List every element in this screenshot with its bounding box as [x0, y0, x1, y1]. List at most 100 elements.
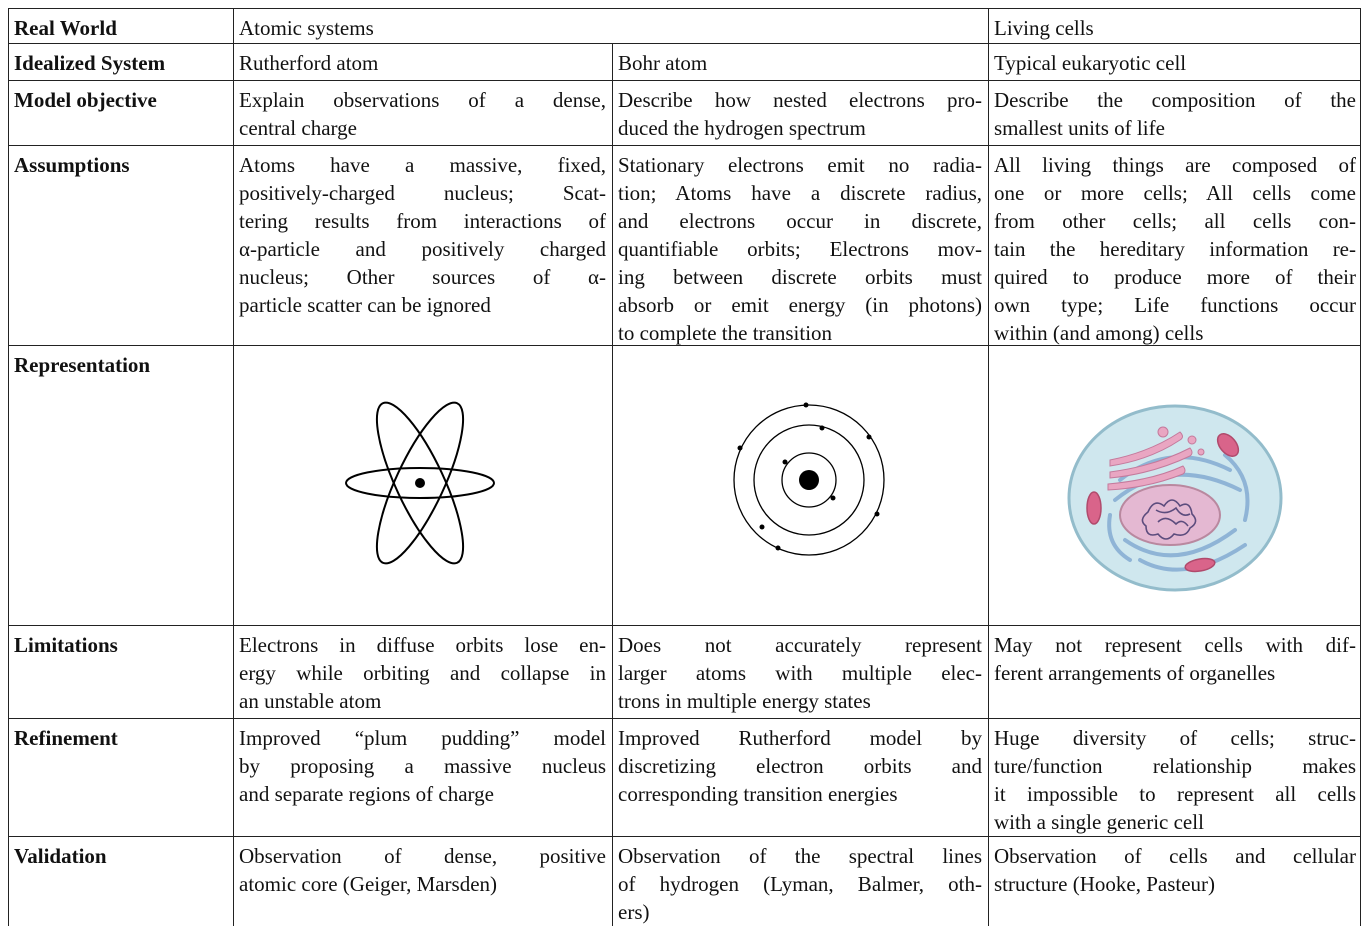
table-cell: Observation of the spectral lines of hydr… — [612, 842, 988, 926]
row-rule — [8, 718, 1360, 719]
row-rule — [8, 345, 1360, 346]
table-cell: All living things are composed of one or … — [988, 151, 1362, 347]
row-header: Refinement — [14, 726, 118, 750]
row-rule — [8, 80, 1360, 81]
cell-text-line: ergy while orbiting and collapse in — [239, 661, 606, 685]
column-rule — [612, 345, 613, 625]
column-rule — [988, 43, 989, 80]
cell-text-line: to complete the transition — [618, 321, 833, 345]
cell-text-line: and separate regions of charge — [239, 782, 494, 806]
cell-text-line: Electrons in diffuse orbits lose en- — [239, 633, 606, 657]
cell-text-line: All living things are composed of — [994, 153, 1356, 177]
column-rule — [233, 836, 234, 926]
table-cell: Improved Rutherford model by discretizing… — [612, 724, 988, 808]
column-rule — [988, 345, 989, 625]
cell-text-line: Atoms have a massive, fixed, — [239, 153, 606, 177]
row-rule — [8, 8, 1360, 9]
column-rule — [233, 80, 234, 145]
table-cell: Stationary electrons emit no radia-tion;… — [612, 151, 988, 347]
row-header: Real World — [14, 16, 117, 40]
cell-text-line: quantifiable orbits; Electrons mov- — [618, 237, 982, 261]
cell-text-line: Describe the composition of the — [994, 88, 1356, 112]
column-rule — [988, 145, 989, 345]
column-rule — [233, 8, 234, 43]
column-rule — [8, 80, 9, 145]
column-rule — [233, 718, 234, 836]
table-cell: Explain observations of a dense, central … — [233, 86, 612, 142]
cell-text-line: own type; Life functions occur — [994, 293, 1356, 317]
cell-text-line: one or more cells; All cells come — [994, 181, 1356, 205]
cell-text-line: with a single generic cell — [994, 810, 1204, 834]
cell-text-line: and electrons occur in discrete, — [618, 209, 982, 233]
table-cell: Rutherford atom — [233, 49, 612, 77]
cell-text-line: Living cells — [994, 16, 1094, 40]
cell-text-line: trons in multiple energy states — [618, 689, 871, 713]
cell-text-line: from other cells; all cells con- — [994, 209, 1356, 233]
table-cell: Describe the composition of the smallest … — [988, 86, 1362, 142]
row-header: Idealized System — [14, 51, 166, 75]
column-rule — [233, 625, 234, 718]
cell-text-line: Stationary electrons emit no radia- — [618, 153, 982, 177]
cell-text-line: Rutherford atom — [239, 51, 379, 75]
column-rule — [233, 345, 234, 625]
column-rule — [1360, 836, 1361, 926]
row-rule — [8, 145, 1360, 146]
bohr-atom — [733, 402, 885, 556]
cell-text-line: Does not accurately represent — [618, 633, 982, 657]
cell-text-line: Explain observations of a dense, — [239, 88, 606, 112]
cell-text-line: quired to produce more of their — [994, 265, 1356, 289]
cell-text-line: ers) — [618, 900, 650, 924]
cell-text-line: Describe how nested electrons pro- — [618, 88, 982, 112]
column-rule — [988, 80, 989, 145]
column-rule — [8, 43, 9, 80]
cell-text-line: by proposing a massive nucleus — [239, 754, 606, 778]
column-rule — [1360, 718, 1361, 836]
table-cell: Living cells — [988, 14, 1362, 42]
table-cell: Observation of dense, positive atomic cor… — [233, 842, 612, 898]
rutherford-atom — [345, 401, 495, 565]
cell-text-line: Bohr atom — [618, 51, 708, 75]
row-rule — [8, 43, 1360, 44]
cell-text-line: within (and among) cells — [994, 321, 1204, 345]
cell-text-line: particle scatter can be ignored — [239, 293, 491, 317]
cell-text-line: ferent arrangements of organelles — [994, 661, 1276, 685]
column-rule — [233, 145, 234, 345]
column-rule — [988, 718, 989, 836]
column-rule — [1360, 8, 1361, 43]
column-rule — [988, 625, 989, 718]
cell-text-line: Typical eukaryotic cell — [994, 51, 1187, 75]
column-rule — [233, 43, 234, 80]
cell-text-line: tain the hereditary information re- — [994, 237, 1356, 261]
cell-text-line: smallest units of life — [994, 116, 1165, 140]
column-rule — [612, 145, 613, 345]
cell-text-line: an unstable atom — [239, 689, 382, 713]
row-header: Model objective — [14, 88, 157, 112]
table-cell: Improved “plum pudding” model by proposin… — [233, 724, 612, 808]
cell-text-line: tion; Atoms have a discrete radius, — [618, 181, 982, 205]
column-rule — [8, 145, 9, 345]
column-rule — [1360, 625, 1361, 718]
cell-text-line: central charge — [239, 116, 357, 140]
table-cell: Observation of cells and cellular structu… — [988, 842, 1362, 898]
table-cell: Describe how nested electrons pro-duced … — [612, 86, 988, 142]
table-cell: Does not accurately represent larger atom… — [612, 631, 988, 715]
column-rule — [8, 8, 9, 43]
table-cell: Atoms have a massive, fixed, positively-c… — [233, 151, 612, 319]
table-cell: Electrons in diffuse orbits lose en-ergy… — [233, 631, 612, 715]
row-rule — [8, 625, 1360, 626]
row-header: Assumptions — [14, 153, 130, 177]
column-rule — [1360, 43, 1361, 80]
eukaryotic-cell — [1067, 404, 1283, 592]
cell-text-line: Improved “plum pudding” model — [239, 726, 606, 750]
cell-text-line: Huge diversity of cells; struc- — [994, 726, 1356, 750]
column-rule — [612, 625, 613, 718]
cell-text-line: positively-charged nucleus; Scat- — [239, 181, 606, 205]
cell-text-line: ture/function relationship makes — [994, 754, 1356, 778]
column-rule — [8, 345, 9, 625]
cell-text-line: structure (Hooke, Pasteur) — [994, 872, 1216, 896]
column-rule — [988, 8, 989, 43]
cell-text-line: Improved Rutherford model by — [618, 726, 982, 750]
cell-text-line: ing between discrete orbits must — [618, 265, 982, 289]
column-rule — [8, 718, 9, 836]
